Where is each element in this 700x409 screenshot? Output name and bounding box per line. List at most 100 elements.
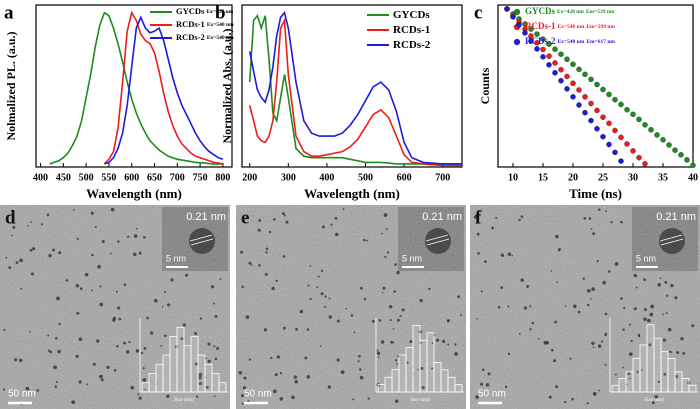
nanodot xyxy=(650,304,655,309)
nanodot xyxy=(99,374,103,379)
scatter-point xyxy=(612,149,618,156)
hist-bar xyxy=(681,378,690,393)
y-axis-label: Normalized Abs. (a.u.) xyxy=(220,29,234,144)
nanodot xyxy=(555,385,559,389)
nanodot xyxy=(601,340,604,343)
scatter-point xyxy=(546,41,552,47)
scatter-point xyxy=(540,36,546,42)
hist-bar xyxy=(419,339,428,393)
nanodot xyxy=(219,278,222,281)
nanodot xyxy=(265,251,268,254)
nanodot xyxy=(460,314,463,317)
nanodot xyxy=(268,230,272,234)
x-tick-label: 25 xyxy=(598,172,608,183)
hist-bar xyxy=(667,357,676,393)
scatter-point xyxy=(594,81,600,88)
nanodot xyxy=(15,261,19,265)
nanodot xyxy=(666,294,669,297)
nanodot xyxy=(518,218,521,222)
nanodot xyxy=(569,357,572,360)
nanodot xyxy=(306,328,310,331)
nanodot xyxy=(420,366,424,371)
scale-label: 50 nm xyxy=(8,389,36,400)
nanodot xyxy=(352,398,355,401)
nanodot xyxy=(598,389,601,392)
nanodot xyxy=(248,261,252,265)
legend-excitation: Ex=540 nm xyxy=(207,35,234,41)
nanodot xyxy=(674,296,678,300)
hist-bar xyxy=(162,354,171,393)
x-tick-label: 40 xyxy=(688,172,698,183)
nanodot xyxy=(48,254,52,258)
nanodot xyxy=(477,251,480,255)
nanodot xyxy=(276,355,280,359)
nanodot xyxy=(385,228,388,231)
nanodot xyxy=(629,352,633,356)
nanodot xyxy=(100,378,104,382)
scatter-point xyxy=(564,73,570,80)
scatter-point xyxy=(600,114,606,120)
nanodot xyxy=(299,309,304,314)
nanodot xyxy=(94,225,97,228)
hrtem-dot xyxy=(659,228,685,254)
series-line xyxy=(248,10,462,165)
nanodot xyxy=(630,339,633,343)
nanodot xyxy=(250,264,253,266)
hist-bar xyxy=(611,384,620,393)
nanodot xyxy=(117,306,121,310)
legend-name: GYCDs xyxy=(525,6,555,16)
nanodot xyxy=(588,217,592,220)
nanodot xyxy=(30,272,35,276)
nanodot xyxy=(127,235,130,238)
nanodot xyxy=(263,328,268,332)
nanodot xyxy=(99,302,104,307)
hist-bar xyxy=(660,351,669,393)
nanodot xyxy=(604,210,607,213)
x-tick-label: 35 xyxy=(658,172,668,183)
legend-swatch xyxy=(513,8,521,16)
nanodot xyxy=(614,373,617,376)
nanodot xyxy=(328,297,331,300)
scatter-point xyxy=(570,61,576,68)
nanodot xyxy=(270,356,273,360)
hist-bar xyxy=(618,378,627,393)
nanodot xyxy=(170,278,174,282)
nanodot xyxy=(529,305,532,308)
nanodot xyxy=(680,337,684,341)
nanodot xyxy=(283,214,286,217)
x-tick-label: 750 xyxy=(193,172,208,183)
nanodot xyxy=(399,315,402,318)
lattice-line xyxy=(189,234,213,242)
nanodot xyxy=(454,343,457,346)
nanodot xyxy=(359,375,364,380)
nanodot xyxy=(622,328,625,331)
nanodot xyxy=(586,402,589,405)
hist-bar xyxy=(440,369,449,393)
nanodot xyxy=(84,273,89,277)
nanodot xyxy=(386,251,390,254)
scatter-point xyxy=(654,132,660,138)
scatter-point xyxy=(546,53,552,59)
hist-x-label: Size (nm) xyxy=(644,398,664,403)
x-tick-label: 400 xyxy=(33,172,48,183)
nanodot xyxy=(590,227,593,230)
nanodot xyxy=(55,380,58,383)
nanodot xyxy=(319,345,322,347)
nanodot xyxy=(454,352,458,356)
scatter-point xyxy=(588,76,594,83)
nanodot xyxy=(135,227,138,230)
hist-bar xyxy=(197,354,206,393)
scatter-point xyxy=(576,102,582,108)
nanodot xyxy=(637,333,641,337)
scatter-point xyxy=(648,127,654,133)
nanodot xyxy=(383,213,388,217)
nanodot xyxy=(214,314,218,318)
plot-frame xyxy=(241,4,463,168)
nanodot xyxy=(55,337,58,340)
nanodot xyxy=(20,287,23,290)
hist-bar xyxy=(176,326,185,393)
nanodot xyxy=(265,247,269,251)
nanodot xyxy=(417,368,419,371)
nanodot xyxy=(376,351,381,356)
nanodot xyxy=(258,219,262,222)
